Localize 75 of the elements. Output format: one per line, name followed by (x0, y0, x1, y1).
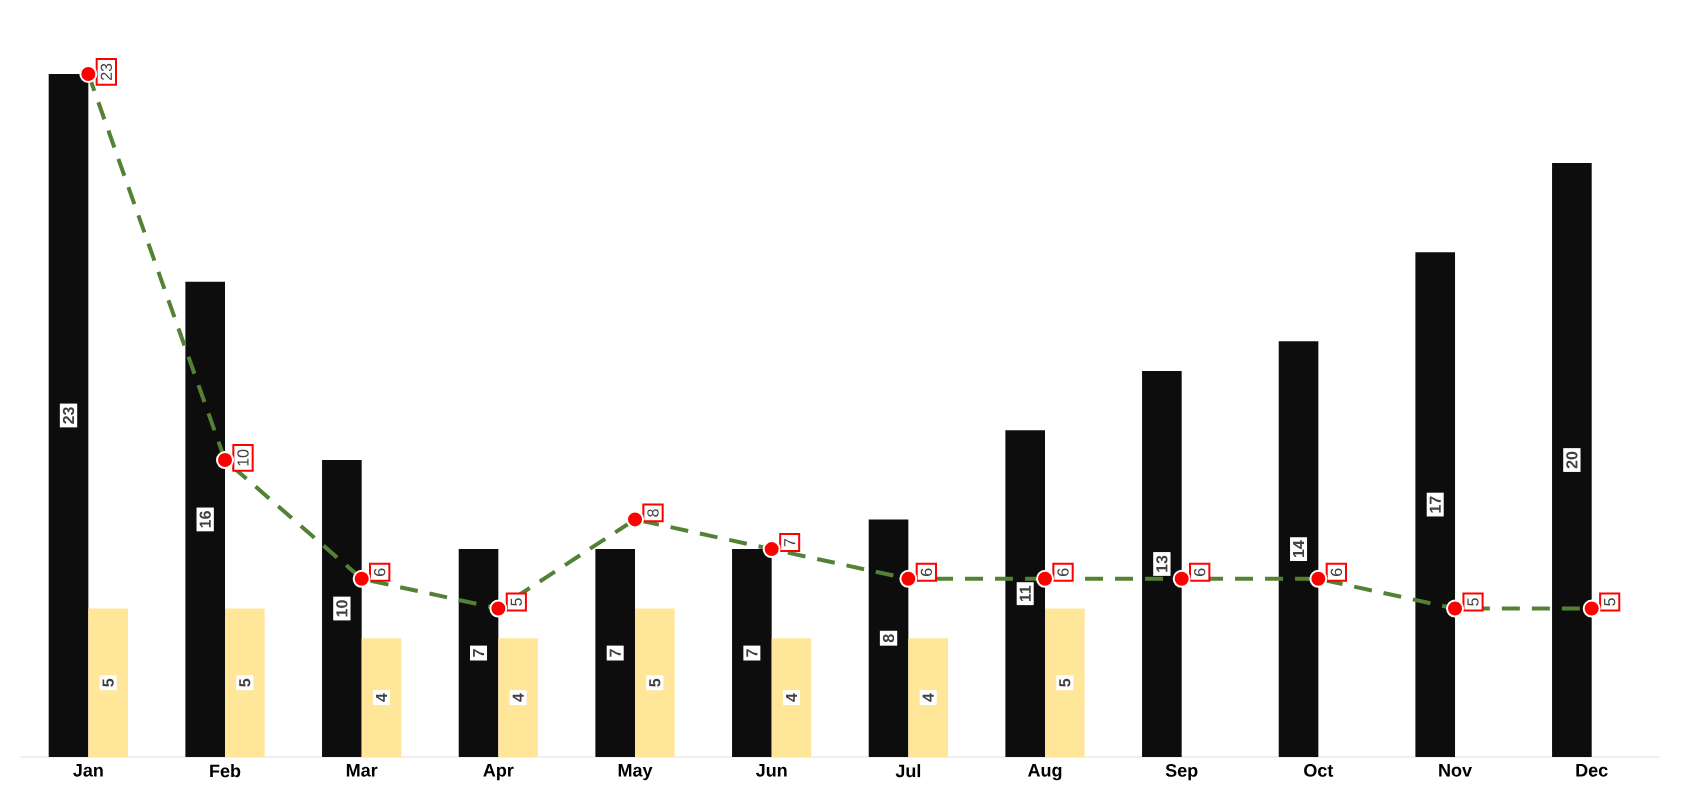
bar (498, 638, 538, 757)
point (352, 569, 371, 588)
x-tick-label: Jun (755, 764, 787, 777)
data-label: 4 (375, 693, 387, 702)
data-label: 7 (609, 649, 621, 657)
bar (635, 608, 675, 757)
data-label: 17 (1429, 496, 1441, 513)
bar (1045, 608, 1085, 757)
bar (771, 638, 812, 757)
point (1036, 569, 1055, 588)
data-label: 5 (1059, 678, 1071, 687)
bar (595, 549, 636, 757)
data-label: 6 (1057, 568, 1069, 576)
data-label: 10 (237, 449, 249, 466)
point (216, 451, 235, 470)
bar (732, 549, 772, 757)
point (899, 569, 918, 588)
data-label: 4 (512, 693, 524, 702)
x-tick-label: Aug (1027, 764, 1062, 781)
data-label: 4 (785, 693, 797, 702)
x-tick-label: Sep (1165, 764, 1198, 781)
data-label: 5 (510, 598, 522, 606)
bar (322, 460, 362, 757)
bar (1278, 341, 1319, 757)
data-label: 13 (1156, 555, 1168, 572)
x-tick-label: Oct (1304, 764, 1334, 777)
point (489, 599, 508, 618)
data-label: 6 (1194, 568, 1206, 576)
x-tick-label: Feb (210, 764, 241, 778)
data-label: 6 (1330, 568, 1343, 576)
point (1309, 569, 1328, 588)
bar (1552, 163, 1592, 757)
bar (1415, 252, 1456, 757)
data-label: 4 (922, 693, 934, 702)
bar (868, 519, 909, 757)
bar (908, 638, 948, 757)
data-label: 14 (1293, 540, 1305, 558)
x-tick-label: Nov (1439, 764, 1472, 777)
data-label: 5 (1604, 598, 1616, 606)
bar (185, 281, 226, 757)
data-label: 23 (62, 407, 75, 424)
data-label: 10 (336, 600, 348, 617)
x-tick-label: Jan (73, 764, 103, 777)
data-label: 5 (102, 678, 114, 687)
bar (1005, 430, 1046, 757)
data-label: 11 (1019, 585, 1031, 602)
data-label: 5 (1467, 598, 1479, 606)
point (1582, 599, 1601, 618)
point (626, 510, 645, 529)
data-label: 16 (199, 511, 211, 528)
point (762, 540, 781, 559)
bar (361, 638, 402, 757)
point (1172, 569, 1191, 588)
data-label: 5 (239, 678, 251, 687)
x-tick-label: May (618, 764, 653, 781)
x-tick-label: Mar (346, 764, 378, 777)
bar (225, 608, 265, 757)
data-label: 5 (649, 678, 661, 687)
bar (48, 73, 89, 757)
data-label: 23 (100, 63, 112, 80)
data-label: 8 (882, 634, 895, 643)
bar (88, 608, 128, 757)
x-tick-label: Apr (483, 764, 514, 781)
data-label: 6 (374, 568, 386, 576)
data-label: 7 (784, 538, 796, 547)
data-label: 7 (746, 649, 758, 657)
data-label: 6 (920, 568, 933, 576)
bar (458, 549, 499, 757)
point (1446, 599, 1465, 618)
data-label: 20 (1566, 451, 1578, 469)
data-label: 7 (473, 649, 485, 657)
x-tick-label: Dec (1576, 764, 1608, 777)
bar (1142, 370, 1182, 757)
x-tick-label: Jul (895, 764, 921, 778)
data-label: 8 (647, 509, 659, 517)
